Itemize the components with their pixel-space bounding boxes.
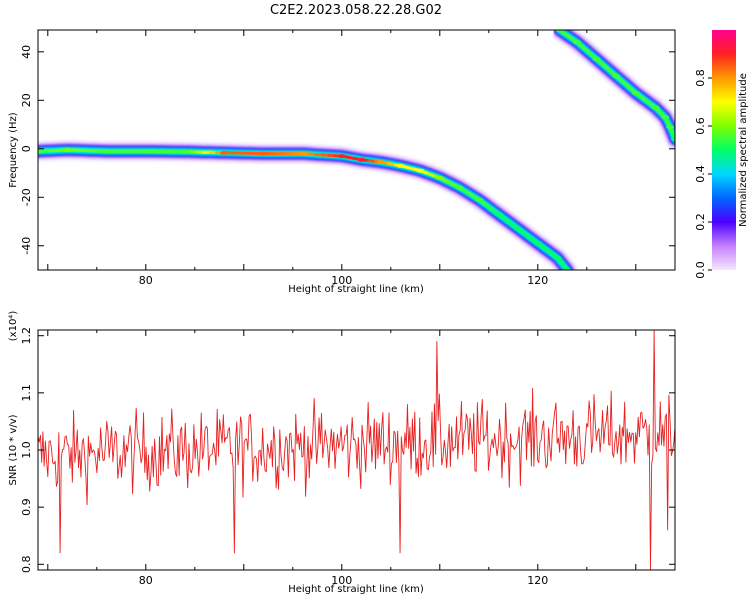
colorbar-tick-label: 0.8 <box>694 69 707 87</box>
snr-x-tick-label: 100 <box>331 574 352 587</box>
spectrogram-x-tick-label: 100 <box>331 274 352 287</box>
snr-y-tick-label: 1.1 <box>20 384 33 402</box>
colorbar-tick-label: 0.4 <box>694 165 707 183</box>
spectrogram-ticks: 80 100 120 40 20 0 -20 -40 <box>20 30 675 287</box>
colorbar-tick-label: 0.2 <box>694 213 707 231</box>
colorbar-gradient <box>712 30 736 270</box>
spectrogram-x-tick-label: 120 <box>527 274 548 287</box>
snr-x-tick-label: 80 <box>139 574 153 587</box>
snr-y-tick-label: 1.2 <box>20 327 33 345</box>
ridge-upper-point <box>671 137 675 142</box>
ridge-main-point <box>377 160 385 165</box>
ridge-main-point <box>141 149 150 154</box>
ridge-main-point <box>553 255 562 260</box>
ridge-upper-point <box>651 105 660 110</box>
ridge-main-point <box>435 175 444 180</box>
colorbar-tick-label: 0.0 <box>694 261 707 279</box>
ridge-main-point <box>514 226 523 231</box>
ridge-main-point <box>102 149 111 154</box>
ridge-main-point <box>494 212 503 217</box>
ridge-upper-point <box>592 57 601 62</box>
spectrogram-y-axis-label: Frequency (Hz) <box>8 112 19 188</box>
spectrogram-frame <box>37 29 676 271</box>
ridge-main-point <box>533 241 542 246</box>
snr-y-axis-label: SNR (10 * v/v) <box>8 414 19 485</box>
spectrogram-y-tick-label: 0 <box>20 145 33 152</box>
spectrogram-x-axis-label: Height of straight line (km) <box>288 284 424 295</box>
snr-y-tick-label: 0.9 <box>20 498 33 515</box>
figure-title: C2E2.2023.058.22.28.G02 <box>270 3 442 18</box>
ridge-upper-point <box>631 91 640 95</box>
ridge-main-point <box>475 197 483 202</box>
ridge-main-point <box>416 168 425 173</box>
ridge-main-point <box>220 150 229 155</box>
ridge-main-point <box>357 157 366 162</box>
spectrogram-y-tick-label: -20 <box>20 188 33 206</box>
colorbar-label: Normalized spectral amplitude <box>738 73 749 227</box>
ridge-main-point <box>455 185 464 190</box>
ridge-main-point <box>259 151 268 156</box>
snr-series-line <box>38 330 675 570</box>
spectrogram-y-tick-label: 40 <box>20 45 33 59</box>
snr-x-axis-label: Height of straight line (km) <box>288 584 424 595</box>
colorbar: 0.0 0.2 0.4 0.6 0.8 Normalized spectral ampl… <box>694 30 749 279</box>
snr-y-tick-label: 1.0 <box>20 441 33 459</box>
ridge-main-point <box>38 149 42 154</box>
snr-y-multiplier: (x10⁴) <box>8 311 19 342</box>
snr-y-tick-label: 0.8 <box>20 556 33 574</box>
ridge-upper-point <box>612 74 621 79</box>
snr-panel: 80 100 120 0.8 0.9 1.0 1.1 1.2 Height of straig… <box>8 311 676 595</box>
ridge-main-point <box>337 154 346 159</box>
spectrogram-ridges <box>38 30 675 270</box>
spectrogram-x-tick-label: 80 <box>139 274 153 287</box>
spectrogram-y-tick-label: -40 <box>20 237 33 255</box>
ridge-upper-point <box>661 115 670 120</box>
colorbar-ticks: 0.0 0.2 0.4 0.6 0.8 <box>694 69 712 279</box>
spectrogram-y-tick-label: 20 <box>20 93 33 107</box>
snr-ticks: 80 100 120 0.8 0.9 1.0 1.1 1.2 <box>20 327 675 587</box>
colorbar-tick-label: 0.6 <box>694 117 707 135</box>
snr-x-tick-label: 120 <box>527 574 548 587</box>
ridge-main-point <box>63 148 72 152</box>
ridge-main-point <box>396 163 405 168</box>
ridge-upper-point <box>573 40 581 45</box>
ridge-main-point <box>298 151 307 156</box>
ridge-upper-point <box>666 125 675 129</box>
spectrogram-panel: 80 100 120 40 20 0 -20 -40 Height of straight l… <box>8 29 676 295</box>
ridge-main-point <box>181 149 189 154</box>
